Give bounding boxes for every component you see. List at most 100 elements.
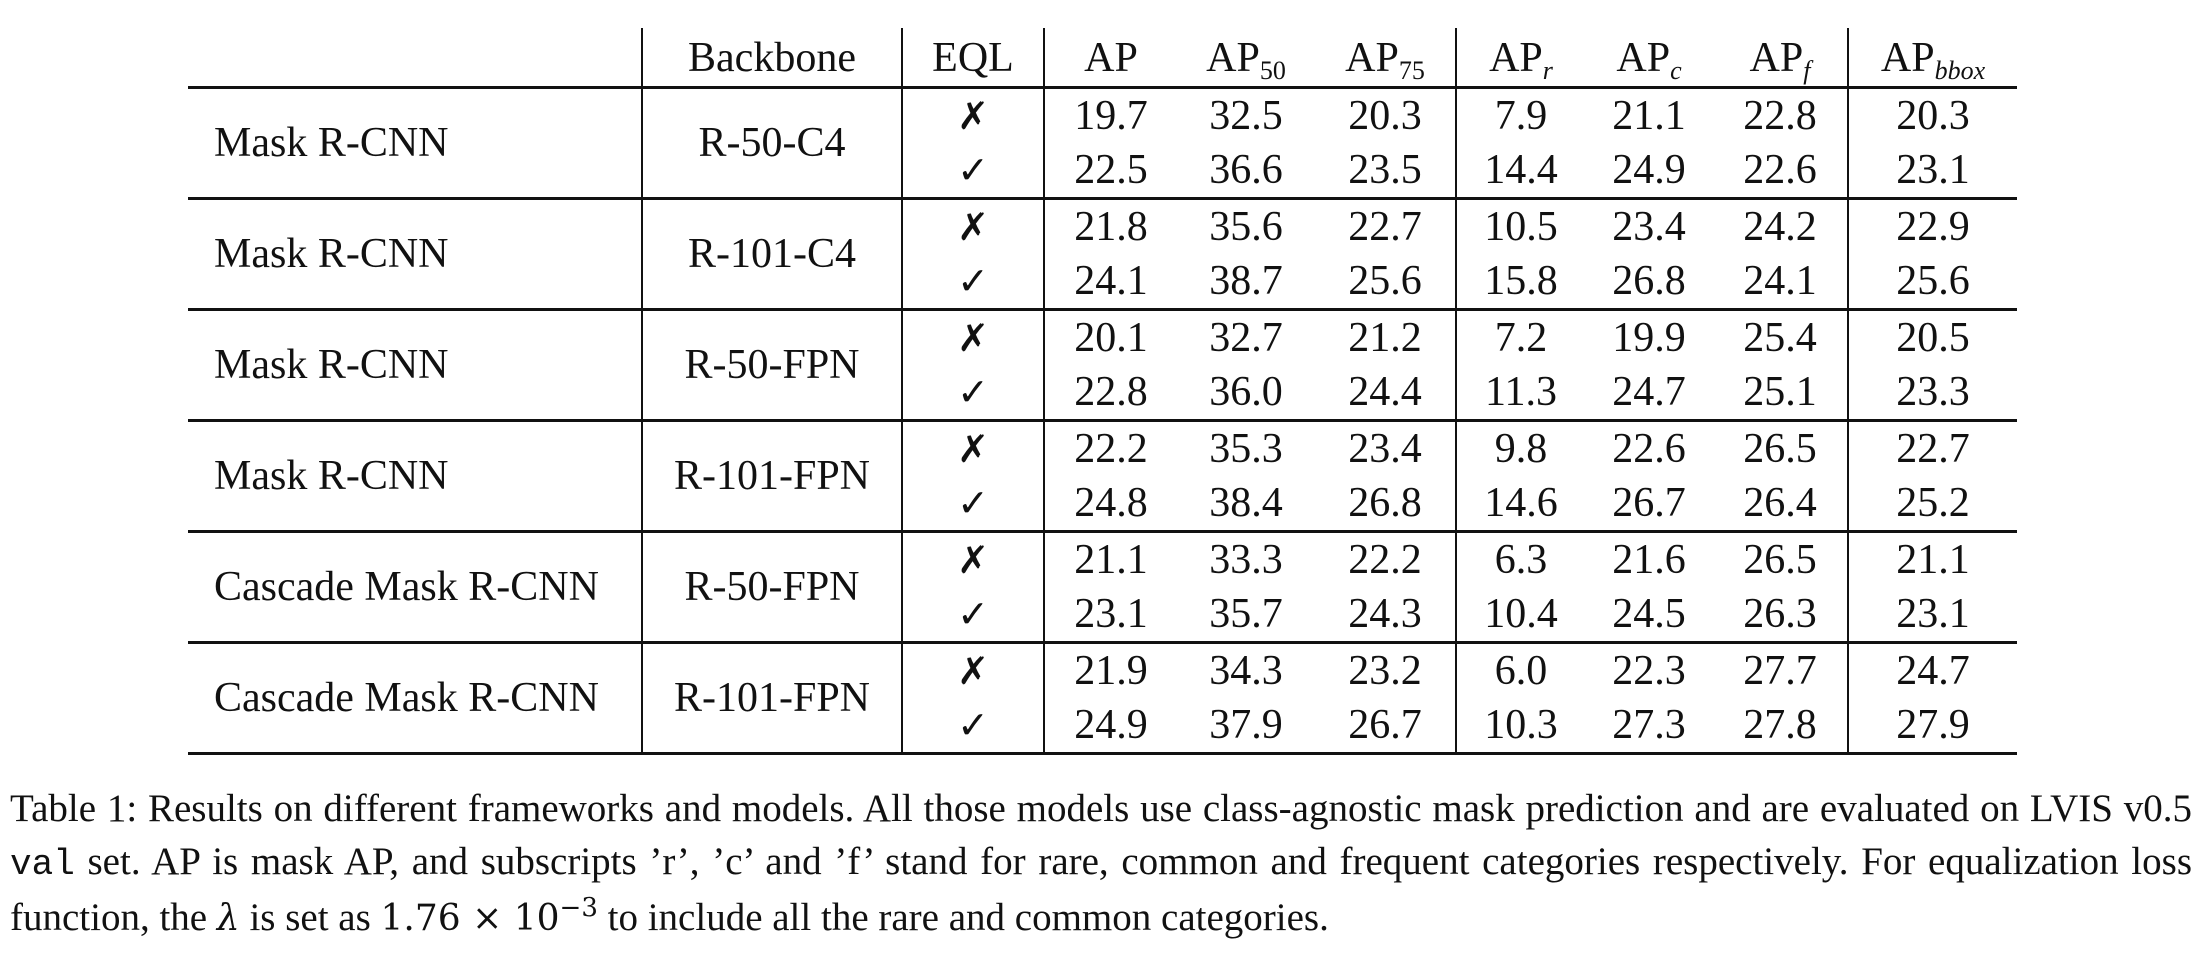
eql-check-mark: ✓ (901, 698, 1044, 754)
apc-cell: 22.3 (1612, 648, 1686, 694)
apbbox-cell: 22.9 (1847, 198, 2017, 254)
ap50-cell: 36.6 (1209, 147, 1283, 193)
apr-cell: 14.6 (1455, 476, 1585, 532)
table-row: Mask R-CNN R-101-C4 ✗ 21.8 35.6 22.7 10.… (188, 198, 2017, 310)
apr-cell: 10.3 (1455, 698, 1585, 754)
apf-cell: 25.4 (1743, 315, 1817, 361)
ap-cell: 20.1 (1043, 309, 1177, 365)
apf-cell: 24.2 (1743, 204, 1817, 250)
ap-cell: 19.7 (1043, 87, 1177, 143)
apc-cell: 19.9 (1612, 315, 1686, 361)
header-ap: AP (1043, 28, 1177, 88)
backbone-cell: R-101-FPN (641, 642, 902, 754)
ap50-cell: 33.3 (1209, 537, 1283, 583)
table-row: ✓ 24.1 38.7 25.6 15.8 26.8 24.1 25.6 (188, 254, 2017, 310)
table-row: ✓ 22.5 36.6 23.5 14.4 24.9 22.6 23.1 (188, 143, 2017, 199)
result-group: Cascade Mask R-CNN R-50-FPN ✗ 21.1 33.3 … (188, 531, 2017, 643)
apf-cell: 27.7 (1743, 648, 1817, 694)
ap-cell: 24.9 (1043, 698, 1177, 754)
apbbox-cell: 23.3 (1847, 365, 2017, 421)
header-apbbox: APbbox (1847, 28, 2017, 88)
result-group: Mask R-CNN R-50-FPN ✗ 20.1 32.7 21.2 7.2… (188, 309, 2017, 421)
caption-lambda: λ (216, 898, 240, 939)
apc-cell: 26.8 (1612, 258, 1686, 304)
table-row: Mask R-CNN R-101-FPN ✗ 22.2 35.3 23.4 9.… (188, 420, 2017, 532)
header-eql: EQL (901, 28, 1044, 88)
eql-check-mark: ✓ (901, 476, 1044, 532)
apr-cell: 11.3 (1455, 365, 1585, 421)
ap75-cell: 26.7 (1348, 702, 1422, 748)
apr-cell: 6.0 (1455, 642, 1585, 698)
apbbox-cell: 27.9 (1847, 698, 2017, 754)
ap-cell: 21.9 (1043, 642, 1177, 698)
apf-cell: 26.5 (1743, 426, 1817, 472)
header-row: Backbone EQL AP AP50 AP75 APr APc APf AP… (188, 28, 2017, 88)
apf-cell: 22.8 (1743, 93, 1817, 139)
apr-cell: 6.3 (1455, 531, 1585, 587)
apbbox-cell: 23.1 (1847, 587, 2017, 643)
model-cell: Mask R-CNN (214, 342, 449, 388)
backbone-cell: R-101-FPN (641, 420, 902, 532)
ap75-cell: 23.2 (1348, 648, 1422, 694)
header-apr: APr (1455, 28, 1585, 88)
caption-formula: 1.76 × 10−3 (380, 893, 598, 939)
ap50-cell: 35.7 (1209, 591, 1283, 637)
apbbox-cell: 20.3 (1847, 87, 2017, 143)
model-cell: Cascade Mask R-CNN (214, 675, 599, 721)
ap50-cell: 35.3 (1209, 426, 1283, 472)
ap75-cell: 25.6 (1348, 258, 1422, 304)
apr-cell: 10.4 (1455, 587, 1585, 643)
apc-cell: 23.4 (1612, 204, 1686, 250)
model-cell: Mask R-CNN (214, 453, 449, 499)
table-caption: Table 1: Results on different frameworks… (10, 782, 2192, 945)
apbbox-cell: 23.1 (1847, 143, 2017, 199)
apbbox-cell: 24.7 (1847, 642, 2017, 698)
header-ap50: AP50 (1206, 35, 1286, 85)
ap50-cell: 34.3 (1209, 648, 1283, 694)
ap75-cell: 24.3 (1348, 591, 1422, 637)
apr-cell: 7.9 (1455, 87, 1585, 143)
ap75-cell: 26.8 (1348, 480, 1422, 526)
table-row: ✓ 22.8 36.0 24.4 11.3 24.7 25.1 23.3 (188, 365, 2017, 421)
ap-cell: 21.1 (1043, 531, 1177, 587)
ap50-cell: 37.9 (1209, 702, 1283, 748)
ap75-cell: 23.5 (1348, 147, 1422, 193)
header-model (188, 28, 642, 88)
apr-cell: 15.8 (1455, 254, 1585, 310)
backbone-cell: R-50-C4 (641, 87, 902, 199)
apf-cell: 22.6 (1743, 147, 1817, 193)
apbbox-cell: 20.5 (1847, 309, 2017, 365)
model-cell: Mask R-CNN (214, 231, 449, 277)
apf-cell: 25.1 (1743, 369, 1817, 415)
apf-cell: 26.4 (1743, 480, 1817, 526)
apc-cell: 21.6 (1612, 537, 1686, 583)
apc-cell: 27.3 (1612, 702, 1686, 748)
ap75-cell: 22.7 (1348, 204, 1422, 250)
table-row: Mask R-CNN R-50-C4 ✗ 19.7 32.5 20.3 7.9 … (188, 87, 2017, 199)
apr-cell: 7.2 (1455, 309, 1585, 365)
ap50-cell: 36.0 (1209, 369, 1283, 415)
ap-cell: 22.5 (1043, 143, 1177, 199)
header-ap75: AP75 (1345, 35, 1425, 85)
apf-cell: 27.8 (1743, 702, 1817, 748)
ap-cell: 24.1 (1043, 254, 1177, 310)
header-apc: APc (1616, 35, 1682, 85)
ap75-cell: 24.4 (1348, 369, 1422, 415)
apr-cell: 9.8 (1455, 420, 1585, 476)
apc-cell: 26.7 (1612, 480, 1686, 526)
apc-cell: 22.6 (1612, 426, 1686, 472)
ap50-cell: 32.7 (1209, 315, 1283, 361)
caption-text-4: to include all the rare and common categ… (607, 896, 1329, 939)
ap75-cell: 21.2 (1348, 315, 1422, 361)
result-group: Mask R-CNN R-101-C4 ✗ 21.8 35.6 22.7 10.… (188, 198, 2017, 310)
apc-cell: 21.1 (1612, 93, 1686, 139)
table-row: Mask R-CNN R-50-FPN ✗ 20.1 32.7 21.2 7.2… (188, 309, 2017, 421)
caption-text-1: Table 1: Results on different frameworks… (10, 787, 2192, 830)
ap50-cell: 35.6 (1209, 204, 1283, 250)
apf-cell: 26.5 (1743, 537, 1817, 583)
result-group: Mask R-CNN R-101-FPN ✗ 22.2 35.3 23.4 9.… (188, 420, 2017, 532)
apf-cell: 24.1 (1743, 258, 1817, 304)
eql-cross-mark: ✗ (901, 198, 1044, 254)
eql-cross-mark: ✗ (901, 87, 1044, 143)
caption-text-3: is set as (249, 896, 371, 939)
